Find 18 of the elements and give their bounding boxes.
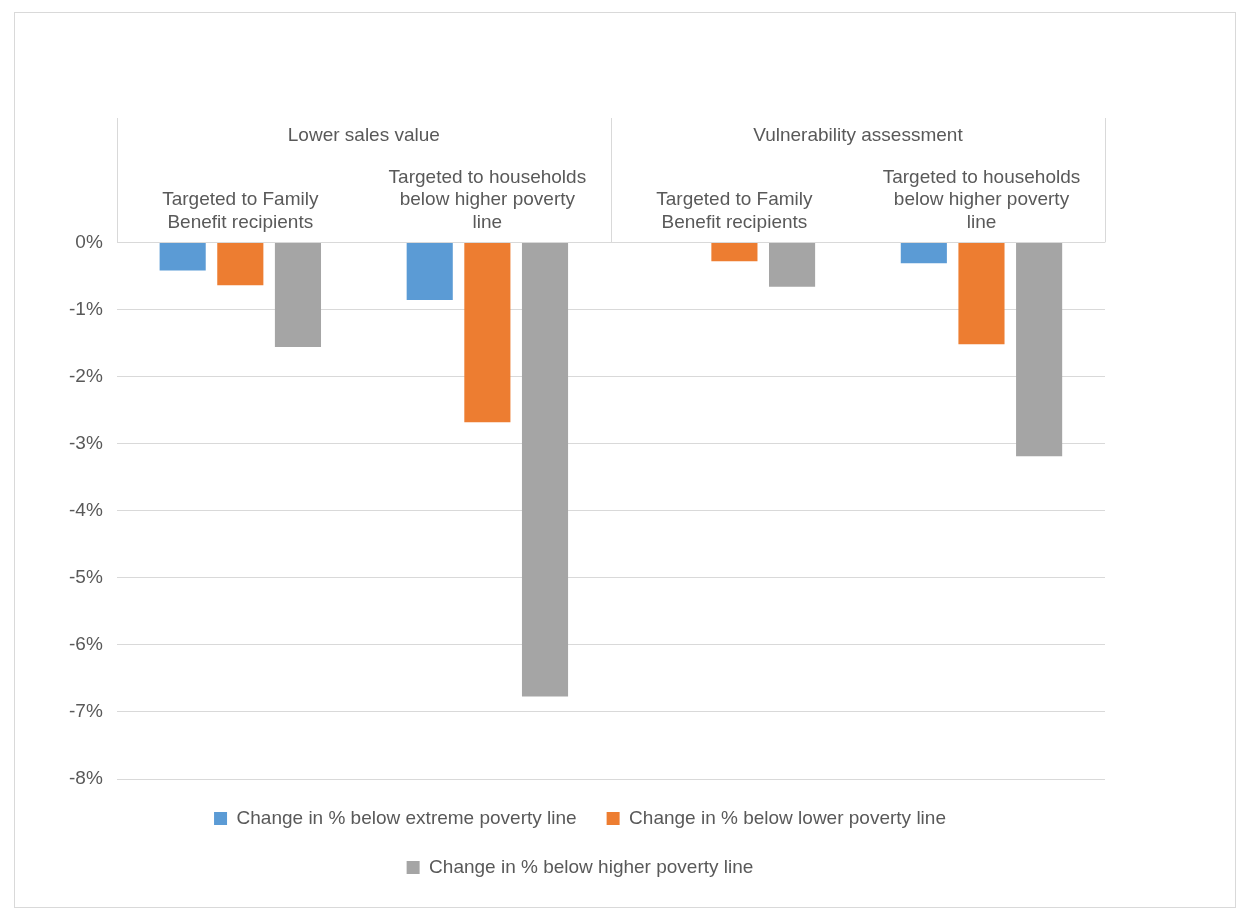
x-tick-label: Targeted to households below higher poverty line <box>388 165 587 233</box>
y-tick-label: 0% <box>75 230 103 252</box>
x-tick-label: Targeted to households below higher poverty line <box>882 165 1081 233</box>
text: Vulnerability assessment <box>753 124 964 146</box>
y-tick-label: -5% <box>68 566 103 588</box>
legend-label: Change in % below extreme poverty line <box>236 806 577 828</box>
y-tick-label: -6% <box>68 633 103 655</box>
y-tick-label: -7% <box>68 700 103 722</box>
y-tick-label: -4% <box>68 498 103 520</box>
x-tick-label: Targeted to Family Benefit recipients <box>656 188 814 233</box>
x-tick-label: Targeted to Family Benefit recipients <box>162 188 319 233</box>
y-tick-label: -3% <box>68 431 103 453</box>
legend-label: Change in % below higher poverty line <box>429 855 754 877</box>
text: Lower sales value <box>287 124 440 146</box>
legend-label: Change in % below lower poverty line <box>629 806 946 828</box>
y-tick-label: -2% <box>68 364 103 386</box>
y-tick-label: -8% <box>68 767 103 789</box>
y-tick-label: -1% <box>68 297 103 319</box>
